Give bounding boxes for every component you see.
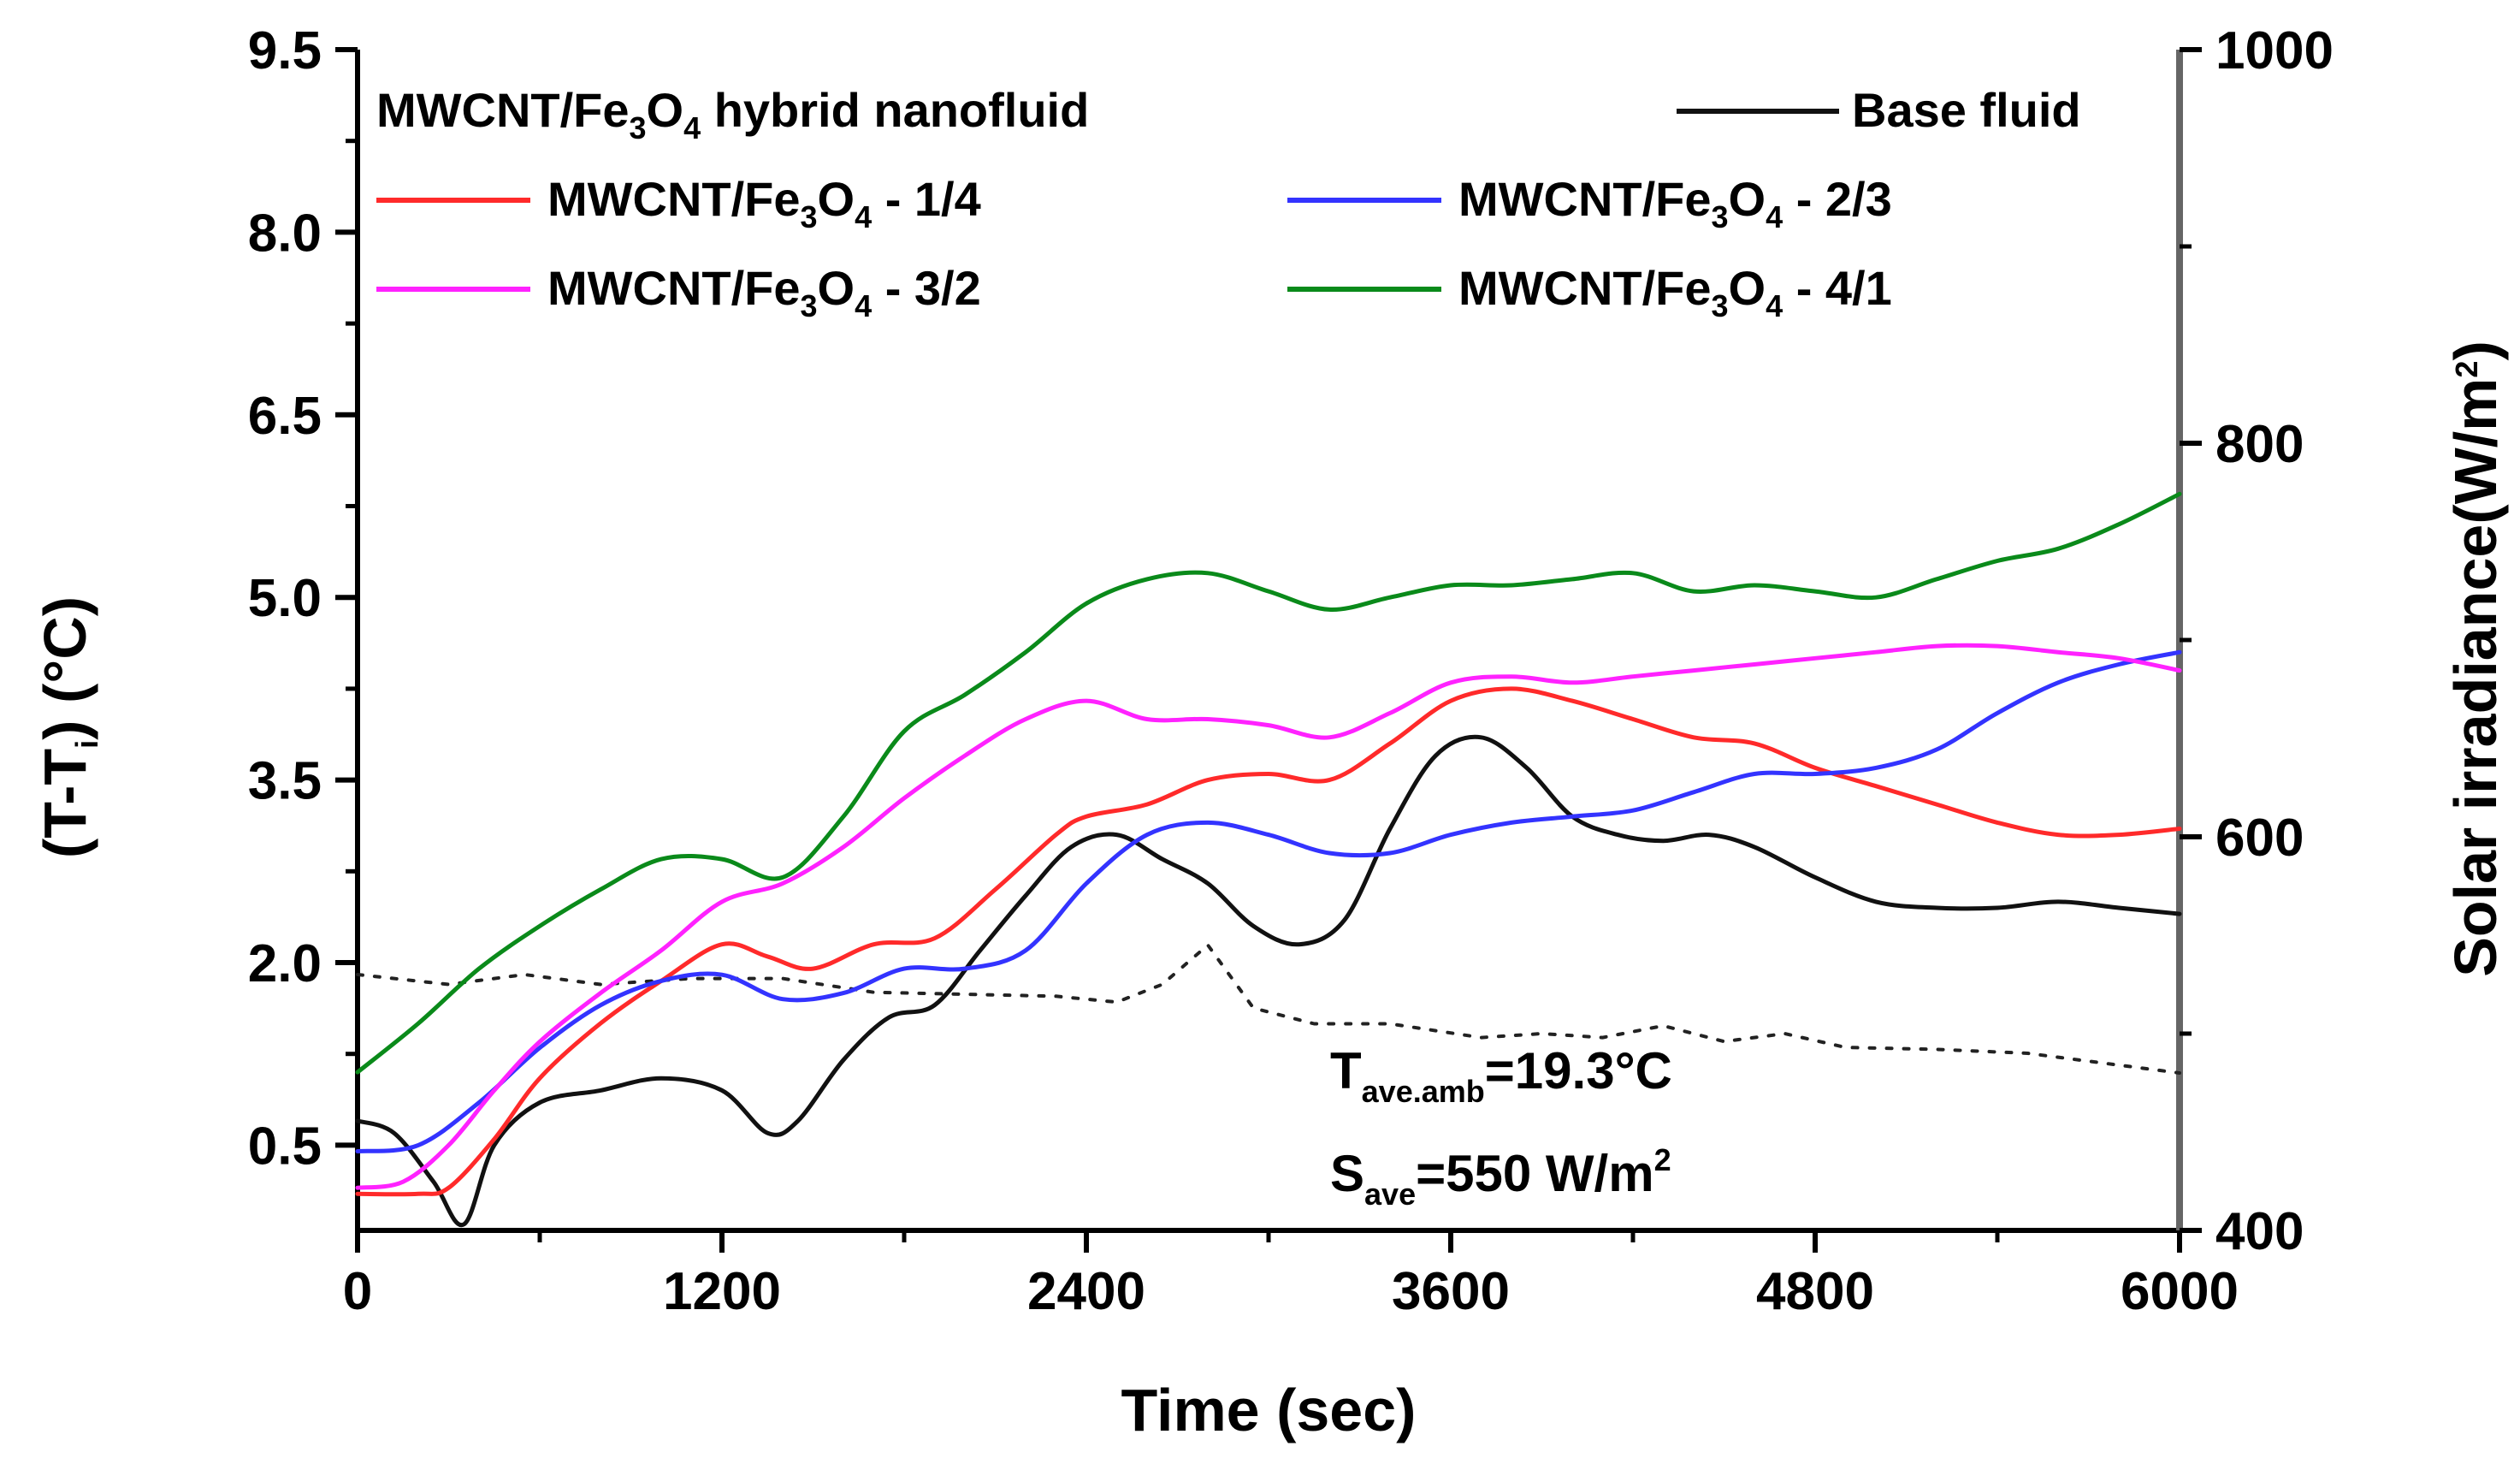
y-axis-title: (T-Ti) (°C) [32,596,104,858]
annotation-text: Tave.amb=19.3°C [1330,1042,1672,1109]
y-tick-label: 6.5 [248,387,322,446]
x-tick-label: 2400 [1027,1262,1145,1321]
y-tick-label: 5.0 [248,569,322,628]
x-tick-label: 4800 [1756,1262,1874,1321]
y-right-tick-label: 400 [2215,1202,2304,1261]
legend-title: MWCNT/Fe3O4 hybrid nanofluid [376,83,1089,145]
y-axis-title-tail: ) (°C) [32,596,98,740]
series-line-base-fluid [355,734,2182,1228]
x-tick-label: 1200 [663,1262,781,1321]
y-right-tick-label: 1000 [2215,21,2334,80]
series-line-solar-irradiance [356,943,2181,1075]
x-tick-label: 6000 [2121,1262,2239,1321]
annotations: Tave.amb=19.3°C Save=550 W/m2 [1330,1042,1672,1212]
legend-label: MWCNT/Fe3O4 - 4/1 [1458,261,1892,323]
series-line-mwcnt-fe3o4-3-2 [355,643,2182,1190]
legend-label: MWCNT/Fe3O4 - 2/3 [1458,172,1892,234]
y-right-axis-title-sup: 2 [2449,361,2484,378]
series-layer [355,491,2182,1228]
y-right-tick-label: 600 [2215,809,2304,868]
x-tick-label: 0 [343,1262,372,1321]
y-tick-label: 3.5 [248,752,322,811]
y-right-tick-label: 800 [2215,415,2304,474]
plot-frame [355,50,2183,1233]
annotation-text: Save=550 W/m2 [1330,1142,1671,1212]
y-right-axis-title: Solar irradiance(W/m2) [2442,341,2509,977]
y-tick-label: 2.0 [248,934,322,993]
y-tick-label: 9.5 [248,21,322,80]
y-ticks: 0.5 2.0 3.5 5.0 6.5 8.0 9.5 [248,21,358,1176]
y-axis-title-sub: i [69,740,104,749]
y-tick-label: 0.5 [248,1117,322,1176]
series-line-mwcnt-fe3o4-1-4 [355,686,2182,1197]
x-tick-label: 3600 [1392,1262,1510,1321]
legend-label: MWCNT/Fe3O4 - 3/2 [547,261,981,323]
y-tick-label: 8.0 [248,204,322,263]
x-axis-title: Time (sec) [1121,1377,1417,1443]
legend-label: MWCNT/Fe3O4 - 1/4 [547,172,981,234]
series-line-mwcnt-fe3o4-4-1 [355,491,2182,1075]
x-ticks: 0 1200 2400 3600 4800 6000 [343,1230,2239,1321]
y-right-ticks: 400 600 800 1000 [2180,21,2334,1261]
series-line-mwcnt-fe3o4-2-3 [355,649,2182,1153]
legend: MWCNT/Fe3O4 hybrid nanofluid Base fluid M… [376,83,2081,323]
legend-label: Base fluid [1852,83,2081,137]
